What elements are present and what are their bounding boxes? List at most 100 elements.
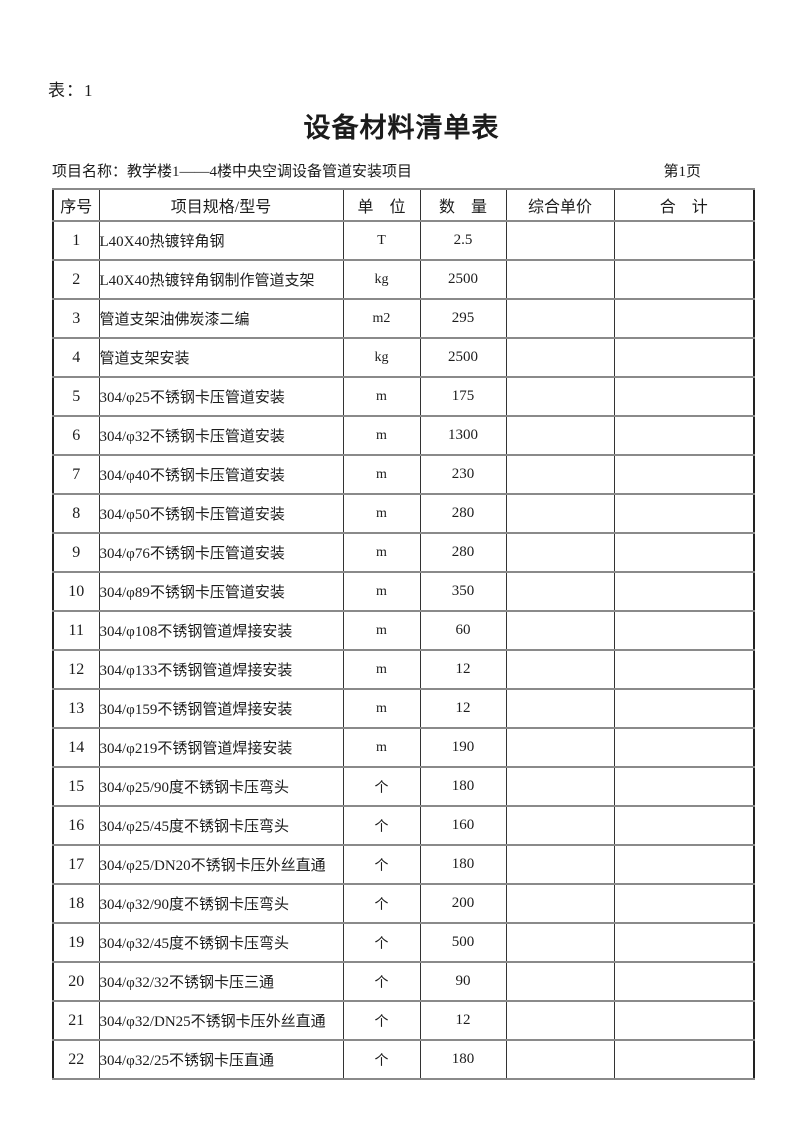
row-spec: 管道支架安装 <box>98 337 344 378</box>
row-total <box>613 1000 755 1041</box>
table-row: 18 304/φ32/90度不锈钢卡压弯头个 200 <box>52 883 755 924</box>
row-spec: 304/φ25/90度不锈钢卡压弯头 <box>98 766 344 807</box>
row-unit-price <box>505 922 615 963</box>
table-row: 20 304/φ32/32不锈钢卡压三通个 90 <box>52 961 755 1002</box>
row-spec: 304/φ25/DN20不锈钢卡压外丝直通 <box>98 844 344 885</box>
row-spec: 304/φ89不锈钢卡压管道安装 <box>98 571 344 612</box>
row-unit: m <box>342 688 421 729</box>
row-spec: 304/φ50不锈钢卡压管道安装 <box>98 493 344 534</box>
row-seq: 12 <box>52 649 100 690</box>
column-header-seq: 序号 <box>52 188 100 222</box>
row-unit-price <box>505 766 615 807</box>
row-unit: 个 <box>342 844 421 885</box>
row-unit-price <box>505 571 615 612</box>
row-unit-price <box>505 376 615 417</box>
table-row: 6 304/φ32不锈钢卡压管道安装 m 1300 <box>52 415 755 456</box>
row-total <box>613 415 755 456</box>
column-header-unit-price: 综合单价 <box>505 188 615 222</box>
row-total <box>613 727 755 768</box>
row-unit-price <box>505 649 615 690</box>
row-spec: L40X40热镀锌角钢制作管道支架 <box>98 259 344 300</box>
row-unit-price <box>505 883 615 924</box>
row-seq: 15 <box>52 766 100 807</box>
table-row: 17 304/φ25/DN20不锈钢卡压外丝直通个 180 <box>52 844 755 885</box>
row-qty: 180 <box>419 766 507 807</box>
row-seq: 21 <box>52 1000 100 1041</box>
row-total <box>613 610 755 651</box>
meta-row: 项目名称：教学楼1——4楼中央空调设备管道安装项目 第1页 <box>52 160 753 181</box>
row-qty: 12 <box>419 649 507 690</box>
row-total <box>613 532 755 573</box>
row-unit: 个 <box>342 805 421 846</box>
row-qty: 200 <box>419 883 507 924</box>
table-row: 4 管道支架安装 kg 2500 <box>52 337 755 378</box>
row-total <box>613 571 755 612</box>
table-row: 3 管道支架油佛炭漆二编 m2 295 <box>52 298 755 339</box>
row-seq: 14 <box>52 727 100 768</box>
row-total <box>613 649 755 690</box>
row-qty: 350 <box>419 571 507 612</box>
row-seq: 13 <box>52 688 100 729</box>
row-qty: 160 <box>419 805 507 846</box>
row-seq: 18 <box>52 883 100 924</box>
row-seq: 6 <box>52 415 100 456</box>
row-total <box>613 337 755 378</box>
table-row: 2 L40X40热镀锌角钢制作管道支架 kg 2500 <box>52 259 755 300</box>
row-unit: m <box>342 454 421 495</box>
row-total <box>613 493 755 534</box>
row-seq: 7 <box>52 454 100 495</box>
row-seq: 16 <box>52 805 100 846</box>
row-unit: 个 <box>342 961 421 1002</box>
row-seq: 10 <box>52 571 100 612</box>
row-seq: 2 <box>52 259 100 300</box>
row-unit: kg <box>342 259 421 300</box>
row-qty: 12 <box>419 688 507 729</box>
row-seq: 9 <box>52 532 100 573</box>
row-spec: 304/φ108不锈钢管道焊接安装 <box>98 610 344 651</box>
row-unit: m <box>342 532 421 573</box>
table-row: 8 304/φ50不锈钢卡压管道安装 m 280 <box>52 493 755 534</box>
row-total <box>613 220 755 261</box>
row-total <box>613 376 755 417</box>
row-qty: 2.5 <box>419 220 507 261</box>
row-unit-price <box>505 961 615 1002</box>
row-seq: 5 <box>52 376 100 417</box>
row-spec: L40X40热镀锌角钢 <box>98 220 344 261</box>
row-qty: 175 <box>419 376 507 417</box>
row-spec: 304/φ40不锈钢卡压管道安装 <box>98 454 344 495</box>
row-unit-price <box>505 1000 615 1041</box>
table-row: 21 304/φ32/DN25不锈钢卡压外丝直通个 12 <box>52 1000 755 1041</box>
row-unit-price <box>505 688 615 729</box>
row-spec: 304/φ32不锈钢卡压管道安装 <box>98 415 344 456</box>
row-total <box>613 298 755 339</box>
row-total <box>613 844 755 885</box>
row-total <box>613 805 755 846</box>
row-unit: m <box>342 493 421 534</box>
table-row: 13 304/φ159不锈钢管道焊接安装 m 12 <box>52 688 755 729</box>
row-spec: 304/φ133不锈钢管道焊接安装 <box>98 649 344 690</box>
row-total <box>613 922 755 963</box>
column-header-unit: 单 位 <box>342 188 421 222</box>
row-qty: 500 <box>419 922 507 963</box>
row-qty: 295 <box>419 298 507 339</box>
row-total <box>613 883 755 924</box>
row-unit-price <box>505 532 615 573</box>
header-row: 序号 项目规格/型号 单 位 数 量 综合单价 合 计 <box>52 188 755 222</box>
table-row: 11 304/φ108不锈钢管道焊接安装 m 60 <box>52 610 755 651</box>
table-row: 10 304/φ89不锈钢卡压管道安装 m 350 <box>52 571 755 612</box>
row-total <box>613 766 755 807</box>
row-qty: 90 <box>419 961 507 1002</box>
row-qty: 190 <box>419 727 507 768</box>
table-row: 7 304/φ40不锈钢卡压管道安装 m 230 <box>52 454 755 495</box>
row-total <box>613 1039 755 1080</box>
row-unit: 个 <box>342 1000 421 1041</box>
table-row: 12 304/φ133不锈钢管道焊接安装 m 12 <box>52 649 755 690</box>
row-unit: m <box>342 571 421 612</box>
row-qty: 2500 <box>419 337 507 378</box>
row-total <box>613 961 755 1002</box>
row-qty: 280 <box>419 532 507 573</box>
row-seq: 20 <box>52 961 100 1002</box>
row-spec: 304/φ76不锈钢卡压管道安装 <box>98 532 344 573</box>
table-row: 16 304/φ25/45度不锈钢卡压弯头个 160 <box>52 805 755 846</box>
row-unit: 个 <box>342 922 421 963</box>
